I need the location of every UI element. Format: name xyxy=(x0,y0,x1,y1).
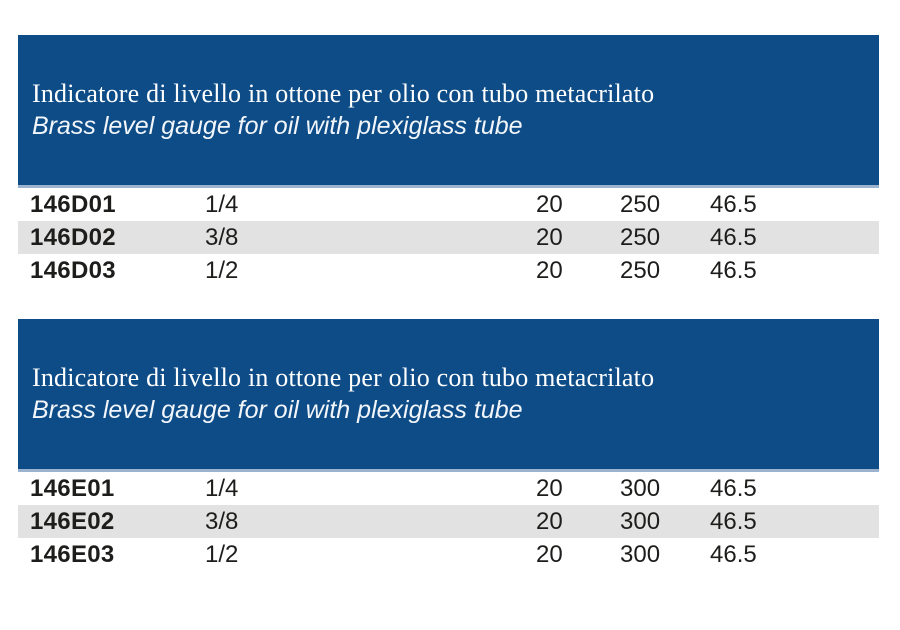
product-code: 146D03 xyxy=(30,256,116,284)
product-code: 146E03 xyxy=(30,540,115,568)
value-col5: 46.5 xyxy=(710,474,757,502)
section-title-english: Brass level gauge for oil with plexiglas… xyxy=(32,112,523,140)
value-col5: 46.5 xyxy=(710,223,757,251)
product-section-146e: Indicatore di livello in ottone per olio… xyxy=(18,319,879,571)
value-col3: 20 xyxy=(536,540,563,568)
value-col5: 46.5 xyxy=(710,507,757,535)
value-col3: 20 xyxy=(536,223,563,251)
value-col3: 20 xyxy=(536,256,563,284)
value-col4: 250 xyxy=(620,223,661,251)
product-section-146d: Indicatore di livello in ottone per olio… xyxy=(18,35,879,287)
value-col5: 46.5 xyxy=(710,256,757,284)
table-row: 146D03 1/2 20 250 46.5 xyxy=(18,254,879,287)
thread-size: 3/8 xyxy=(205,223,239,251)
section-title-italian: Indicatore di livello in ottone per olio… xyxy=(32,79,655,108)
thread-size: 1/2 xyxy=(205,256,239,284)
table-row: 146E03 1/2 20 300 46.5 xyxy=(18,538,879,571)
table-row: 146D02 3/8 20 250 46.5 xyxy=(18,221,879,254)
value-col4: 250 xyxy=(620,256,661,284)
product-code: 146D01 xyxy=(30,190,116,218)
value-col4: 300 xyxy=(620,540,661,568)
value-col5: 46.5 xyxy=(710,190,757,218)
value-col4: 250 xyxy=(620,190,661,218)
value-col3: 20 xyxy=(536,190,563,218)
thread-size: 1/4 xyxy=(205,474,239,502)
product-table: 146E01 1/4 20 300 46.5 146E02 3/8 20 300… xyxy=(18,472,879,571)
table-row: 146D01 1/4 20 250 46.5 xyxy=(18,188,879,221)
section-header: Indicatore di livello in ottone per olio… xyxy=(18,35,879,188)
value-col5: 46.5 xyxy=(710,540,757,568)
value-col3: 20 xyxy=(536,507,563,535)
product-table: 146D01 1/4 20 250 46.5 146D02 3/8 20 250… xyxy=(18,188,879,287)
table-row: 146E02 3/8 20 300 46.5 xyxy=(18,505,879,538)
value-col4: 300 xyxy=(620,507,661,535)
section-title-italian: Indicatore di livello in ottone per olio… xyxy=(32,363,655,392)
value-col3: 20 xyxy=(536,474,563,502)
product-code: 146D02 xyxy=(30,223,116,251)
value-col4: 300 xyxy=(620,474,661,502)
thread-size: 3/8 xyxy=(205,507,239,535)
section-title-english: Brass level gauge for oil with plexiglas… xyxy=(32,396,523,424)
thread-size: 1/4 xyxy=(205,190,239,218)
table-row: 146E01 1/4 20 300 46.5 xyxy=(18,472,879,505)
product-code: 146E01 xyxy=(30,474,115,502)
thread-size: 1/2 xyxy=(205,540,239,568)
product-code: 146E02 xyxy=(30,507,115,535)
section-header: Indicatore di livello in ottone per olio… xyxy=(18,319,879,472)
